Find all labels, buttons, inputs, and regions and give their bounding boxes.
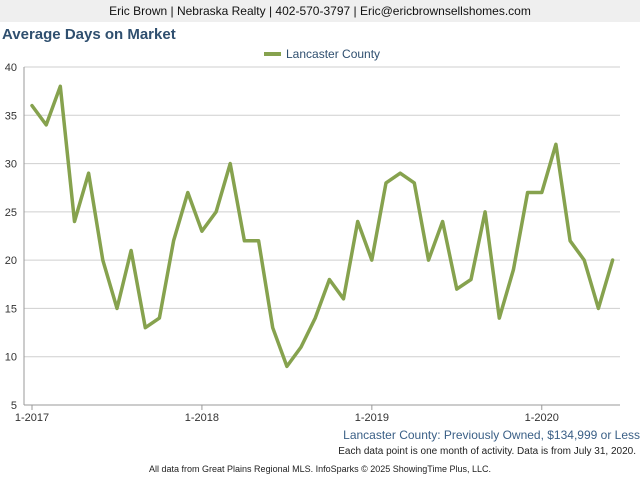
y-tick-label: 10 xyxy=(5,352,17,364)
x-tick-label: 1-2020 xyxy=(525,412,559,424)
contact-line: Eric Brown | Nebraska Realty | 402-570-3… xyxy=(109,4,531,18)
y-tick-label: 15 xyxy=(5,303,17,315)
x-tick-label: 1-2019 xyxy=(355,412,389,424)
x-tick-label: 1-2017 xyxy=(15,412,49,424)
x-tick-label: 1-2018 xyxy=(185,412,219,424)
footer-credit: All data from Great Plains Regional MLS.… xyxy=(149,464,491,474)
legend-label: Lancaster County xyxy=(286,47,380,61)
y-tick-label: 25 xyxy=(5,207,17,219)
contact-header: Eric Brown | Nebraska Realty | 402-570-3… xyxy=(0,0,640,22)
y-tick-label: 35 xyxy=(5,110,17,122)
y-tick-label: 5 xyxy=(11,400,17,412)
y-tick-label: 20 xyxy=(5,255,17,267)
y-tick-label: 30 xyxy=(5,159,17,171)
y-tick-label: 40 xyxy=(5,62,17,74)
data-note: Each data point is one month of activity… xyxy=(338,446,636,457)
chart-subtitle: Lancaster County: Previously Owned, $134… xyxy=(343,428,640,442)
chart-title: Average Days on Market xyxy=(2,26,176,43)
series-line xyxy=(30,84,615,369)
